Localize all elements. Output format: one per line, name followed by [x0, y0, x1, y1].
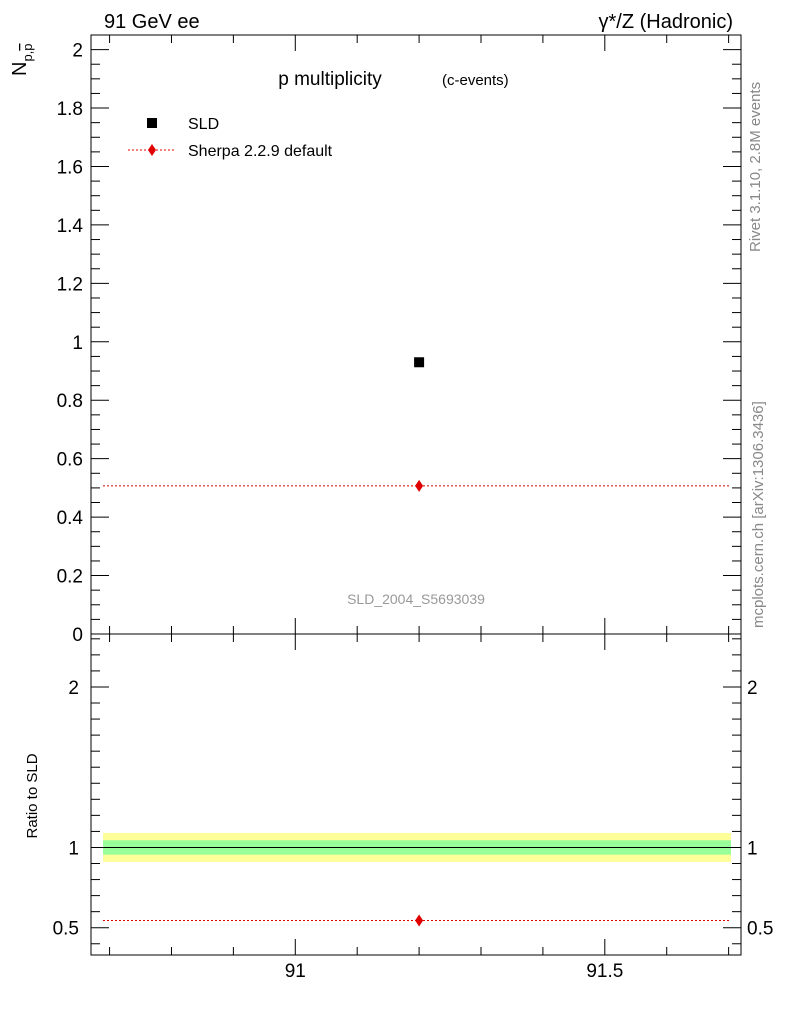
ratio-y-tick-label-left: 1 — [68, 838, 79, 859]
ratio-y-tick-label-right: 0.5 — [747, 919, 773, 940]
main-y-tick-label: 1 — [72, 333, 83, 354]
x-tick-label: 91.5 — [586, 961, 623, 982]
main-y-tick-label: 0.6 — [57, 450, 83, 471]
ratio-y-tick-label-right: 2 — [747, 678, 758, 699]
ratio-panel: 0.5 0.5 1 1 2 2 91 91.5 Ratio to SLD — [24, 633, 774, 982]
rivet-label: Rivet 3.1.10, 2.8M events — [747, 82, 764, 252]
main-panel: 0 0.2 0.4 0.6 0.8 1 1.2 1.4 1.6 1.8 2 p multiplici… — [9, 34, 742, 646]
main-y-tick-label: 1.8 — [57, 99, 83, 120]
main-y-tick-label: 2 — [72, 41, 83, 62]
ratio-frame — [90, 633, 742, 956]
sherpa-data-point — [415, 479, 424, 492]
x-tick-labels: 91 91.5 — [285, 961, 624, 982]
legend-marker-sld — [147, 118, 157, 128]
main-y-tick-label: 1.4 — [57, 216, 84, 237]
analysis-watermark: SLD_2004_S5693039 — [347, 591, 485, 607]
main-y-tick-label: 0.2 — [57, 567, 83, 588]
main-y-tick-labels: 0 0.2 0.4 0.6 0.8 1 1.2 1.4 1.6 1.8 2 — [57, 41, 84, 646]
ratio-y-tick-label-left: 0.5 — [53, 919, 79, 940]
chart-title: p multiplicity — [278, 69, 382, 90]
ratio-y-tick-labels: 0.5 0.5 1 1 2 2 — [53, 678, 774, 940]
chart-subtitle: (c-events) — [442, 72, 509, 89]
main-y-tick-label: 1.6 — [57, 157, 83, 178]
ratio-bands — [103, 833, 731, 862]
main-y-tick-label: 0 — [72, 625, 83, 646]
main-y-tick-label: 0.4 — [57, 508, 84, 529]
legend-label-sherpa: Sherpa 2.2.9 default — [188, 143, 333, 160]
legend-marker-sherpa — [148, 144, 156, 156]
main-y-tick-label: 0.8 — [57, 391, 83, 412]
ratio-ylabel: Ratio to SLD — [24, 753, 41, 838]
legend: SLD Sherpa 2.2.9 default — [128, 116, 333, 160]
x-tick-label: 91 — [285, 961, 306, 982]
svg-text:Np,p: Np,p — [9, 43, 35, 76]
main-series — [103, 357, 731, 492]
main-y-tick-label: 1.2 — [57, 274, 83, 295]
ratio-series — [103, 914, 731, 927]
legend-label-sld: SLD — [188, 116, 219, 133]
ratio-y-tick-label-right: 1 — [747, 838, 758, 859]
main-ylabel: Np,p — [9, 43, 35, 76]
ratio-sherpa-data-point — [415, 914, 424, 927]
sld-data-point — [414, 357, 425, 368]
ratio-y-tick-label-left: 2 — [68, 678, 79, 699]
main-axis-ticks — [91, 35, 741, 635]
mcplots-label: mcplots.cern.ch [arXiv:1306.3436] — [750, 401, 767, 628]
header-right: γ*/Z (Hadronic) — [599, 11, 733, 33]
header-left: 91 GeV ee — [104, 11, 200, 33]
ratio-axis-ticks — [91, 634, 741, 955]
